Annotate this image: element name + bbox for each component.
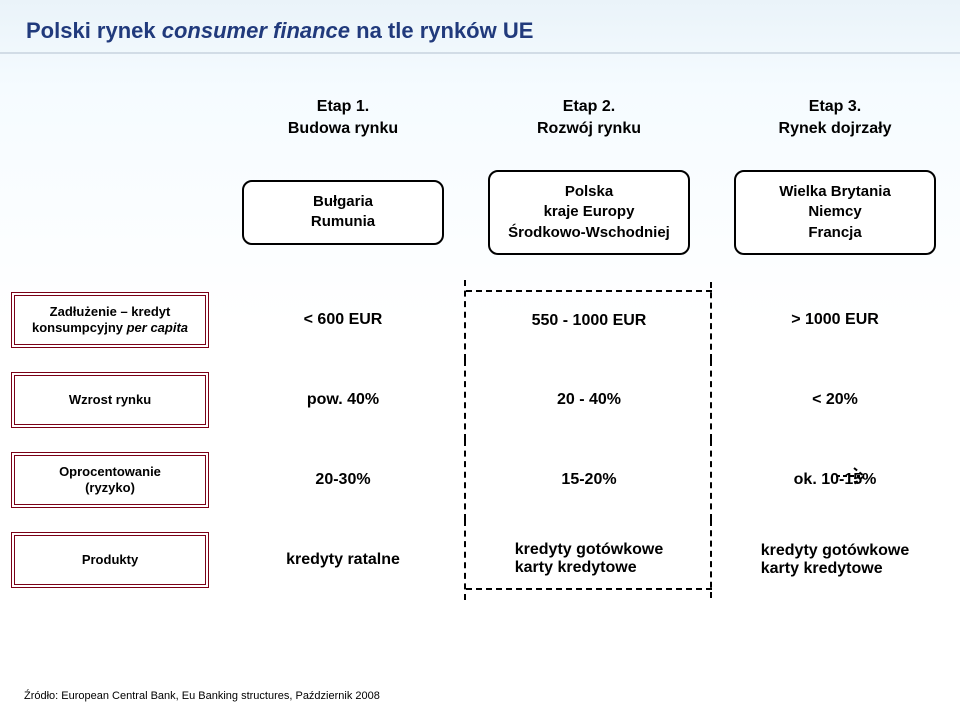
- value-1-2: < 20%: [712, 370, 958, 430]
- spacer: [0, 170, 220, 255]
- stage-1-line2: Budowa rynku: [288, 120, 398, 137]
- stage-3-line1: Etap 3.: [809, 98, 861, 115]
- row-label-cell-3: Produkty: [0, 530, 220, 590]
- stage-2-line1: Etap 2.: [563, 98, 615, 115]
- stage-1-line1: Etap 1.: [317, 98, 369, 115]
- page-title-suffix: na tle rynków UE: [350, 18, 533, 43]
- countries-row: BułgariaRumunia Polskakraje EuropyŚrodko…: [0, 170, 960, 255]
- stage-1: Etap 1. Budowa rynku: [220, 96, 466, 139]
- value-3-2: kredyty gotówkowekarty kredytowe: [712, 530, 958, 590]
- row-label-cell-2: Oprocentowanie(ryzyko): [0, 450, 220, 510]
- row-label-cell-1: Wzrost rynku: [0, 370, 220, 430]
- footer-source: Źródło: European Central Bank, Eu Bankin…: [24, 690, 380, 702]
- row-label-0: Zadłużenie – kredytkonsumpcyjny per capi…: [32, 304, 188, 335]
- row-label-cell-0: Zadłużenie – kredytkonsumpcyjny per capi…: [0, 290, 220, 350]
- spacer: [0, 96, 220, 139]
- data-row-3: Produkty kredyty ratalne kredyty gotówko…: [0, 530, 960, 590]
- data-row-1: Wzrost rynku pow. 40% 20 - 40% < 20%: [0, 370, 960, 430]
- stages-row: Etap 1. Budowa rynku Etap 2. Rozwój rynk…: [0, 96, 960, 139]
- transition-arrow: [834, 462, 874, 490]
- row-label-box-1: Wzrost rynku: [11, 372, 209, 428]
- row-label-box-3: Produkty: [11, 532, 209, 588]
- value-2-0: 20-30%: [220, 450, 466, 510]
- stage-2-line2: Rozwój rynku: [537, 120, 641, 137]
- stage-2: Etap 2. Rozwój rynku: [466, 96, 712, 139]
- stage-3-line2: Rynek dojrzały: [779, 120, 892, 137]
- row-label-box-0: Zadłużenie – kredytkonsumpcyjny per capi…: [11, 292, 209, 348]
- value-3-0: kredyty ratalne: [220, 530, 466, 590]
- value-3-1: kredyty gotówkowekarty kredytowe: [466, 530, 712, 590]
- page-title-prefix: Polski rynek: [26, 18, 162, 43]
- page-title-italic: consumer finance: [162, 18, 350, 43]
- value-1-1: 20 - 40%: [466, 370, 712, 430]
- data-rows: Zadłużenie – kredytkonsumpcyjny per capi…: [0, 290, 960, 610]
- row-label-box-2: Oprocentowanie(ryzyko): [11, 452, 209, 508]
- country-box-3: Wielka BrytaniaNiemcyFrancja: [734, 170, 936, 255]
- country-box-2: Polskakraje EuropyŚrodkowo-Wschodniej: [488, 170, 690, 255]
- value-0-1: 550 - 1000 EUR: [466, 290, 712, 350]
- title-underline: [0, 52, 960, 54]
- country-cell-3: Wielka BrytaniaNiemcyFrancja: [712, 170, 958, 255]
- data-row-0: Zadłużenie – kredytkonsumpcyjny per capi…: [0, 290, 960, 350]
- stage-3: Etap 3. Rynek dojrzały: [712, 96, 958, 139]
- value-0-2: > 1000 EUR: [712, 290, 958, 350]
- value-0-0: < 600 EUR: [220, 290, 466, 350]
- country-cell-2: Polskakraje EuropyŚrodkowo-Wschodniej: [466, 170, 712, 255]
- value-2-1: 15-20%: [466, 450, 712, 510]
- country-box-1: BułgariaRumunia: [242, 180, 444, 245]
- country-cell-1: BułgariaRumunia: [220, 170, 466, 255]
- page-title: Polski rynek consumer finance na tle ryn…: [26, 18, 533, 44]
- value-1-0: pow. 40%: [220, 370, 466, 430]
- data-row-2: Oprocentowanie(ryzyko) 20-30% 15-20% ok.…: [0, 450, 960, 510]
